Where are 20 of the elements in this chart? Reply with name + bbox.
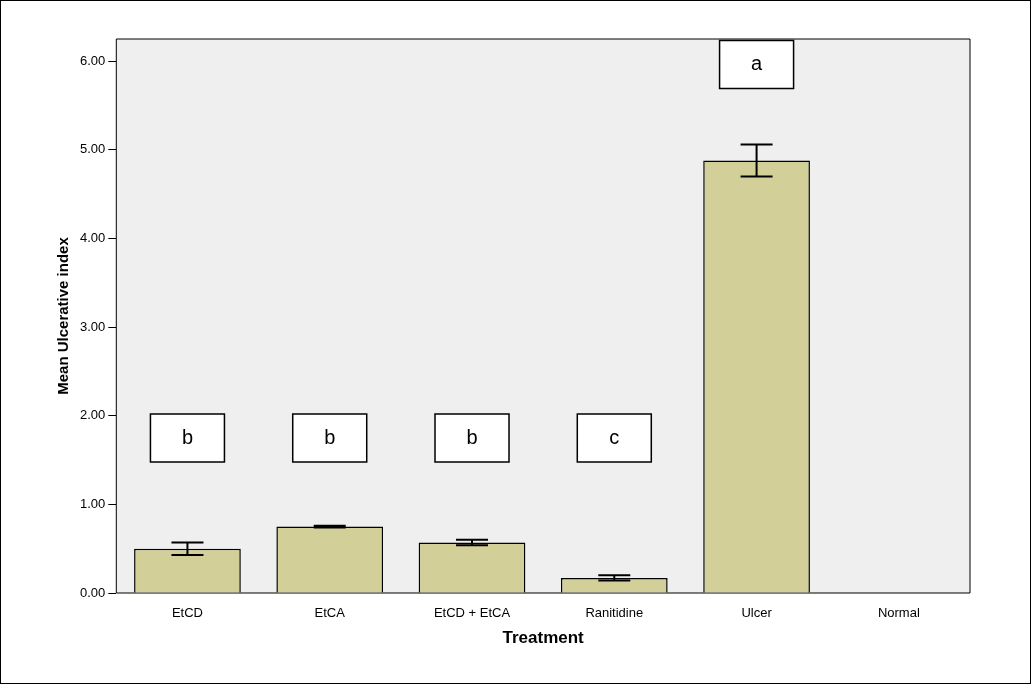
x-tick-label: EtCD xyxy=(171,605,203,621)
x-tick-label: EtCD + EtCA xyxy=(433,605,511,621)
x-axis-title: Treatment xyxy=(502,628,585,648)
x-tick-label: Normal xyxy=(877,605,920,621)
x-tick-label: Ulcer xyxy=(741,605,773,621)
y-tick-label: 1.00 xyxy=(79,495,106,511)
annotation: b xyxy=(181,425,194,448)
y-tick-label: 6.00 xyxy=(79,52,106,68)
y-axis-title: Mean Ulcerative index xyxy=(54,236,72,395)
x-tick-label: EtCA xyxy=(314,605,346,621)
x-tick-label: Ranitidine xyxy=(585,605,644,621)
annotation: b xyxy=(324,425,336,448)
annotation: b xyxy=(466,425,478,448)
annotation: a xyxy=(751,52,764,74)
y-tick-label: 2.00 xyxy=(79,407,106,423)
y-tick-label: 4.00 xyxy=(79,230,106,246)
y-tick-label: 0.00 xyxy=(79,584,106,600)
annotation: c xyxy=(609,425,620,448)
y-tick-label: 5.00 xyxy=(79,141,106,157)
y-tick-label: 3.00 xyxy=(79,318,106,334)
